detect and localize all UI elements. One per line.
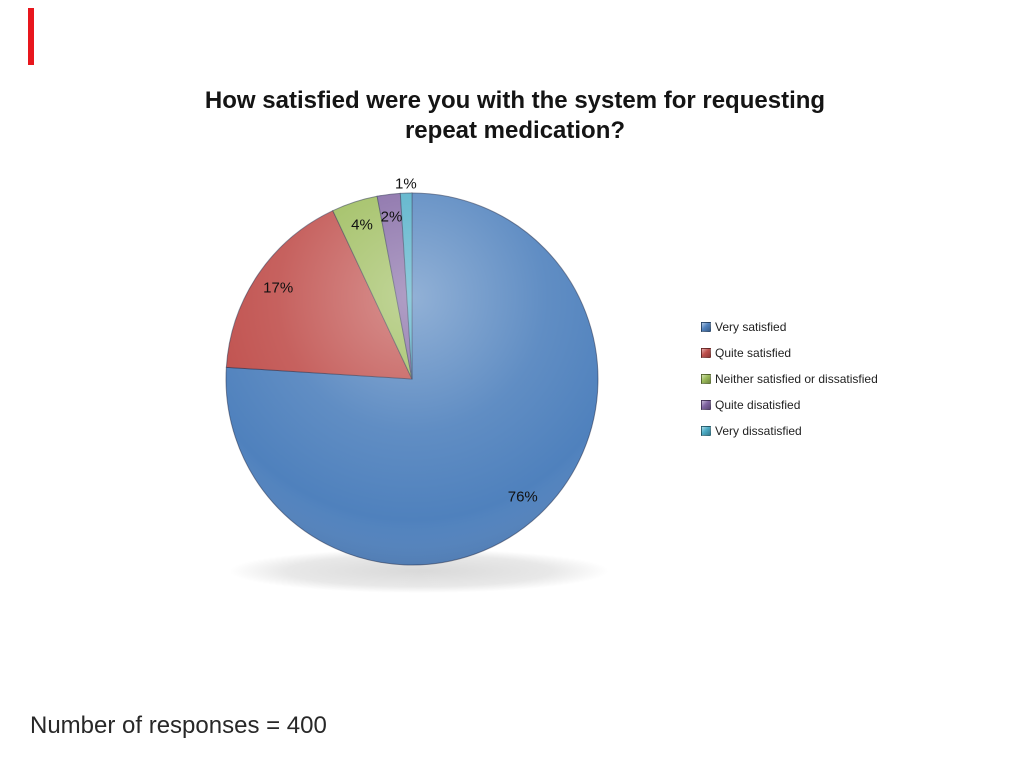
accent-bar <box>28 8 34 65</box>
legend-label: Very satisfied <box>715 320 787 334</box>
slice-label-17%: 17% <box>263 279 294 297</box>
chart-legend: Very satisfied Quite satisfied Neither sat… <box>701 314 878 444</box>
chart-title-line-2: repeat medication? <box>404 117 626 144</box>
legend-item: Quite satisfied <box>701 340 878 366</box>
legend-label: Quite disatisfied <box>715 398 801 412</box>
slice-label-4%: 4% <box>351 216 373 234</box>
legend-swatch-icon <box>701 400 711 410</box>
legend-item: Quite disatisfied <box>701 392 878 418</box>
legend-label: Quite satisfied <box>715 346 792 360</box>
slice-label-2%: 2% <box>380 208 403 226</box>
chart-title-line-1: How satisfied were you with the system f… <box>204 87 826 114</box>
pie-chart: 76% 17% 4% 2% 1% <box>212 175 612 611</box>
legend-label: Very dissatisfied <box>715 424 802 438</box>
legend-item: Very satisfied <box>701 314 878 340</box>
legend-item: Neither satisfied or dissatisfied <box>701 366 878 392</box>
legend-swatch-icon <box>701 348 711 358</box>
legend-swatch-icon <box>701 374 711 384</box>
legend-item: Very dissatisfied <box>701 418 878 444</box>
slice-label-76%: 76% <box>507 488 538 506</box>
legend-swatch-icon <box>701 426 711 436</box>
slice-label-1%: 1% <box>395 175 417 193</box>
legend-swatch-icon <box>701 322 711 332</box>
legend-label: Neither satisfied or dissatisfied <box>715 372 878 386</box>
pie-svg <box>225 192 609 593</box>
chart-title: How satisfied were you with the system f… <box>182 86 848 146</box>
footer-note: Number of responses = 400 <box>30 712 327 739</box>
